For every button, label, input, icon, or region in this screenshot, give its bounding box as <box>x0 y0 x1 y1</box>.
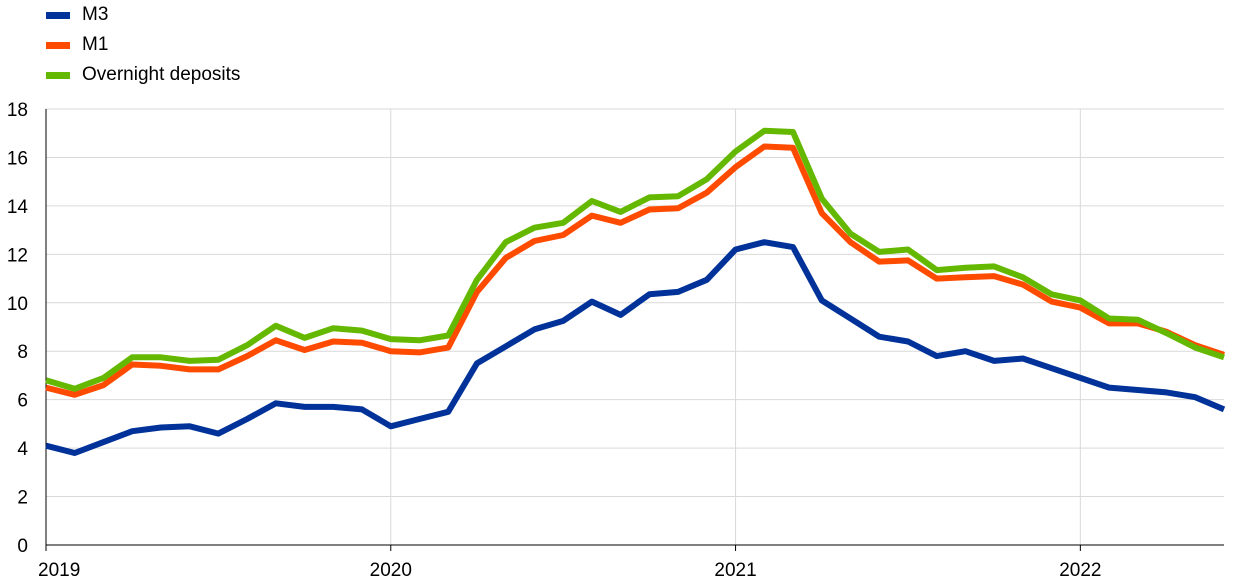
x-tick-label-2021: 2021 <box>714 560 756 581</box>
y-tick-label-6: 6 <box>17 391 28 412</box>
x-tick-label-2019: 2019 <box>38 560 80 581</box>
x-tick-label-2022: 2022 <box>1059 560 1101 581</box>
y-tick-label-8: 8 <box>17 342 28 363</box>
x-tick-label-2020: 2020 <box>370 560 412 581</box>
legend-item-overnight-deposits: Overnight deposits <box>46 60 240 90</box>
y-tick-label-0: 0 <box>17 536 28 557</box>
legend-swatch-m1 <box>46 41 70 49</box>
y-tick-label-4: 4 <box>17 439 28 460</box>
legend-swatch-m3 <box>46 11 70 19</box>
legend-item-m1: M1 <box>46 30 240 60</box>
legend-item-m3: M3 <box>46 0 240 30</box>
legend-label-m1: M1 <box>82 34 109 55</box>
legend-swatch-overnight-deposits <box>46 71 70 79</box>
series-line-m3 <box>45 239 1226 456</box>
y-tick-label-12: 12 <box>7 245 28 266</box>
y-tick-label-10: 10 <box>7 294 28 315</box>
y-tick-label-14: 14 <box>7 197 29 218</box>
series-line-m1 <box>45 143 1225 398</box>
legend-label-m3: M3 <box>82 4 109 25</box>
y-tick-label-16: 16 <box>7 148 28 169</box>
series-line-overnight-deposits <box>45 127 1225 392</box>
y-tick-label-18: 18 <box>7 100 28 121</box>
y-tick-label-2: 2 <box>17 488 28 509</box>
legend: M3 M1 Overnight deposits <box>46 0 240 90</box>
legend-label-overnight-deposits: Overnight deposits <box>82 64 241 85</box>
